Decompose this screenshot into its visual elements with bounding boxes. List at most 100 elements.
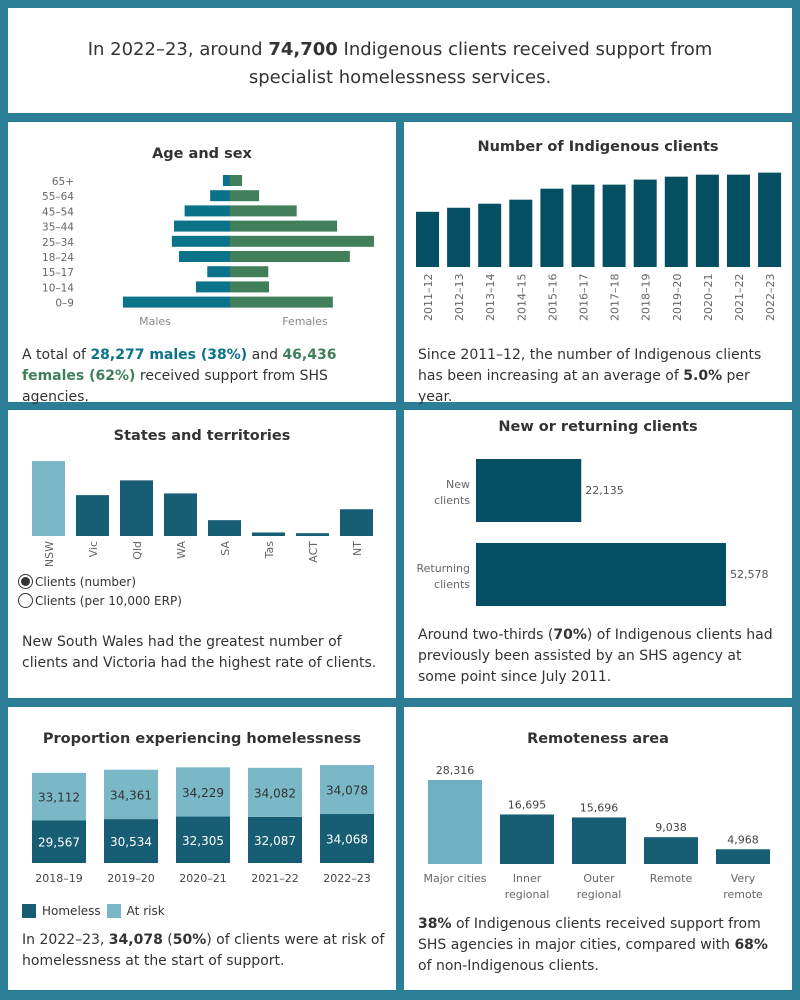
state-bar xyxy=(76,495,109,536)
state-bar xyxy=(252,532,285,536)
age-label: 65+ xyxy=(52,176,74,188)
age-sex-chart: 65+ 55–64 45–54 35–44 25–34 18–24 15–17 10–14 0–… xyxy=(42,175,374,328)
clients-bar xyxy=(633,179,657,267)
radio-clients-number[interactable]: Clients (number) xyxy=(18,574,136,589)
legend-swatch-at-risk xyxy=(106,904,121,918)
male-bar xyxy=(171,235,230,247)
age-label: 15–17 xyxy=(42,267,74,279)
homeless-bar xyxy=(320,814,374,863)
area-label: Major cities xyxy=(423,872,486,885)
text-segment: Around two-thirds ( xyxy=(418,627,554,643)
client-type-label: Returning clients xyxy=(416,562,470,591)
data-label: 16,695 xyxy=(508,798,547,811)
state-bar xyxy=(296,533,329,536)
age-label: 45–54 xyxy=(42,206,74,218)
male-bar xyxy=(173,220,230,232)
male-bar xyxy=(178,251,230,262)
area-label: Very remote xyxy=(723,872,763,901)
age-label: 0–9 xyxy=(55,298,74,310)
age-sex-panel: Age and sex 65+ 55–64 45–54 35–44 25–34 18–24… xyxy=(8,122,396,405)
homeless-label: 29,567 xyxy=(38,836,80,850)
year-label: 2019–20 xyxy=(107,872,155,885)
state-label: NT xyxy=(351,541,364,556)
state-bar xyxy=(208,520,241,536)
area-label: Remote xyxy=(650,872,693,885)
at-risk-bar xyxy=(104,769,158,820)
headline-panel: In 2022–23, around 74,700 Indigenous cli… xyxy=(8,8,792,113)
text-segment: of Indigenous clients received support f… xyxy=(418,916,761,953)
highlight-text: 70% xyxy=(553,627,587,643)
clients-bar xyxy=(540,188,564,267)
female-bar xyxy=(230,251,350,262)
year-label: 2021–22 xyxy=(251,872,299,885)
homeless-bar xyxy=(104,819,158,863)
client-type-label: New clients xyxy=(434,478,470,507)
clients-bar xyxy=(695,174,719,267)
female-bar xyxy=(230,235,374,247)
data-label: 52,578 xyxy=(730,568,769,581)
text-segment: Since 2011–12, the number of Indigenous … xyxy=(418,347,762,384)
text-segment: and xyxy=(247,347,283,363)
year-label: 2011–12 xyxy=(422,274,435,322)
year-label: 2012–13 xyxy=(453,274,466,322)
radio-clients-rate[interactable]: Clients (per 10,000 ERP) xyxy=(18,593,182,608)
year-label: 2020–21 xyxy=(702,274,715,322)
summary-text: 38% of Indigenous clients received suppo… xyxy=(418,914,782,977)
text-segment: New South Wales had the greatest number … xyxy=(22,634,377,671)
states-chart: NSW Vic Qld WA SA Tas ACT NT xyxy=(32,461,373,567)
state-bar xyxy=(340,509,373,536)
age-label: 35–44 xyxy=(42,222,74,234)
state-label: ACT xyxy=(307,541,320,563)
client-type-bar xyxy=(476,543,726,606)
summary-text: A total of 28,277 males (38%) and 46,436… xyxy=(22,345,386,408)
state-label: NSW xyxy=(43,541,56,567)
text-segment: In 2022–23, xyxy=(22,932,109,948)
year-label: 2022–23 xyxy=(323,872,371,885)
year-label: 2022–23 xyxy=(764,274,777,322)
data-label: 4,968 xyxy=(727,833,759,846)
homeless-label: 32,087 xyxy=(254,834,296,848)
radio-unselected-icon[interactable] xyxy=(18,593,33,608)
female-bar xyxy=(230,205,297,217)
year-label: 2018–19 xyxy=(35,872,83,885)
legend-label: Homeless xyxy=(42,904,101,918)
clients-bar xyxy=(416,211,439,267)
homelessness-chart: 29,567 33,112 2018–19 30,534 34,361 2019–20 32… xyxy=(32,765,374,885)
at-risk-label: 34,361 xyxy=(110,788,152,802)
state-bar xyxy=(32,461,65,536)
axis-label-males: Males xyxy=(139,315,171,328)
clients-bar xyxy=(447,207,471,267)
female-bar xyxy=(230,175,243,186)
panel-title: Proportion experiencing homelessness xyxy=(42,731,362,747)
age-label: 25–34 xyxy=(42,237,74,249)
state-bar xyxy=(120,480,153,536)
legend-swatch-homeless xyxy=(22,904,36,918)
summary-text: In 2022–23, 34,078 (50%) of clients were… xyxy=(22,930,386,972)
radio-selected-icon[interactable] xyxy=(18,574,33,589)
data-label: 22,135 xyxy=(585,484,624,497)
year-label: 2013–14 xyxy=(484,274,497,322)
state-label: SA xyxy=(219,541,232,556)
panel-title: Age and sex xyxy=(152,146,252,162)
clients-bar xyxy=(478,203,502,267)
data-label: 15,696 xyxy=(580,801,619,814)
highlight-text: 34,078 xyxy=(108,932,163,948)
homelessness-panel: Proportion experiencing homelessness 29,… xyxy=(8,707,396,990)
highlight-text: 38% xyxy=(418,916,452,932)
text-segment: of non-Indigenous clients. xyxy=(418,958,599,974)
year-label: 2016–17 xyxy=(578,274,591,322)
state-bar xyxy=(164,493,197,536)
text-segment: ( xyxy=(162,932,173,948)
female-bar xyxy=(230,220,338,232)
data-label: 9,038 xyxy=(655,821,687,834)
at-risk-bar xyxy=(248,767,302,817)
panel-title: New or returning clients xyxy=(498,419,698,435)
legend-label: At risk xyxy=(126,904,165,918)
state-label: Vic xyxy=(87,541,100,557)
remoteness-bar xyxy=(716,849,770,864)
state-label: Tas xyxy=(263,541,276,560)
text-segment: per year. xyxy=(418,368,750,405)
area-label: Inner regional xyxy=(505,872,550,901)
age-label: 55–64 xyxy=(42,191,74,203)
radio-label: Clients (per 10,000 ERP) xyxy=(35,593,182,608)
